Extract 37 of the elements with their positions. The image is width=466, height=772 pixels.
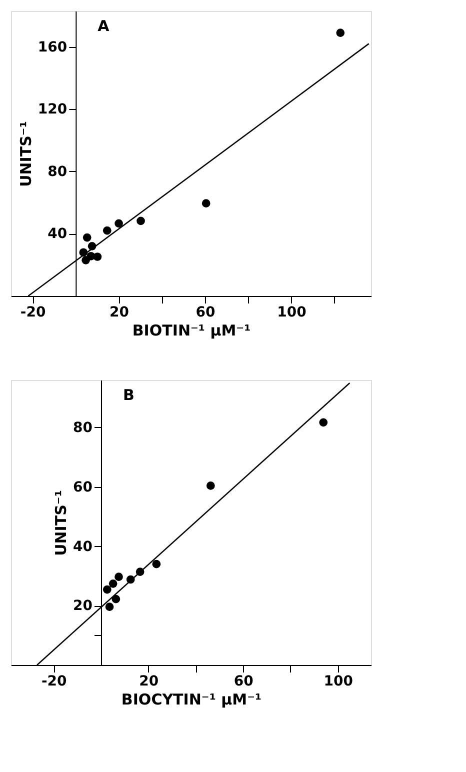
point: [336, 28, 345, 37]
point: [102, 585, 112, 594]
x-tick-label: 100: [324, 674, 354, 690]
y-tick-label: 160: [38, 39, 68, 56]
x-tick-label: 20: [139, 674, 159, 690]
x-tick-label: -20: [41, 674, 68, 690]
y-tick-label: 20: [73, 598, 93, 614]
y-tick-label: 60: [73, 479, 93, 496]
point: [114, 219, 123, 228]
chart-title: A: [98, 17, 110, 35]
point: [202, 199, 210, 208]
point: [319, 418, 328, 427]
point: [105, 602, 114, 611]
x-tick-label: 60: [196, 304, 216, 320]
y-tick-label: 80: [73, 420, 93, 436]
point: [112, 594, 120, 604]
x-tick-label: 20: [110, 304, 130, 320]
y-tick-label: 40: [73, 538, 93, 555]
point: [102, 226, 112, 235]
x-tick-label: 60: [234, 674, 254, 690]
point: [152, 560, 161, 568]
point: [93, 252, 102, 261]
point: [108, 579, 118, 588]
point: [114, 572, 123, 582]
y-tick-label: 120: [38, 102, 68, 118]
x-tick-label: 100: [277, 304, 307, 320]
y-axis-title: UNITS⁻¹: [52, 490, 70, 556]
text: B: [123, 386, 134, 404]
y-axis-title: UNITS⁻¹: [16, 121, 35, 187]
x-axis-title: BIOCYTIN⁻¹ μM⁻¹: [121, 690, 262, 708]
point: [206, 482, 215, 490]
point: [136, 216, 145, 226]
y-tick-label: 40: [48, 226, 68, 242]
x-tick-label: -20: [20, 304, 46, 320]
point: [82, 233, 92, 242]
x-axis-title: BIOTIN⁻¹ μM⁻¹: [132, 322, 251, 340]
y-tick-label: 80: [48, 164, 68, 180]
